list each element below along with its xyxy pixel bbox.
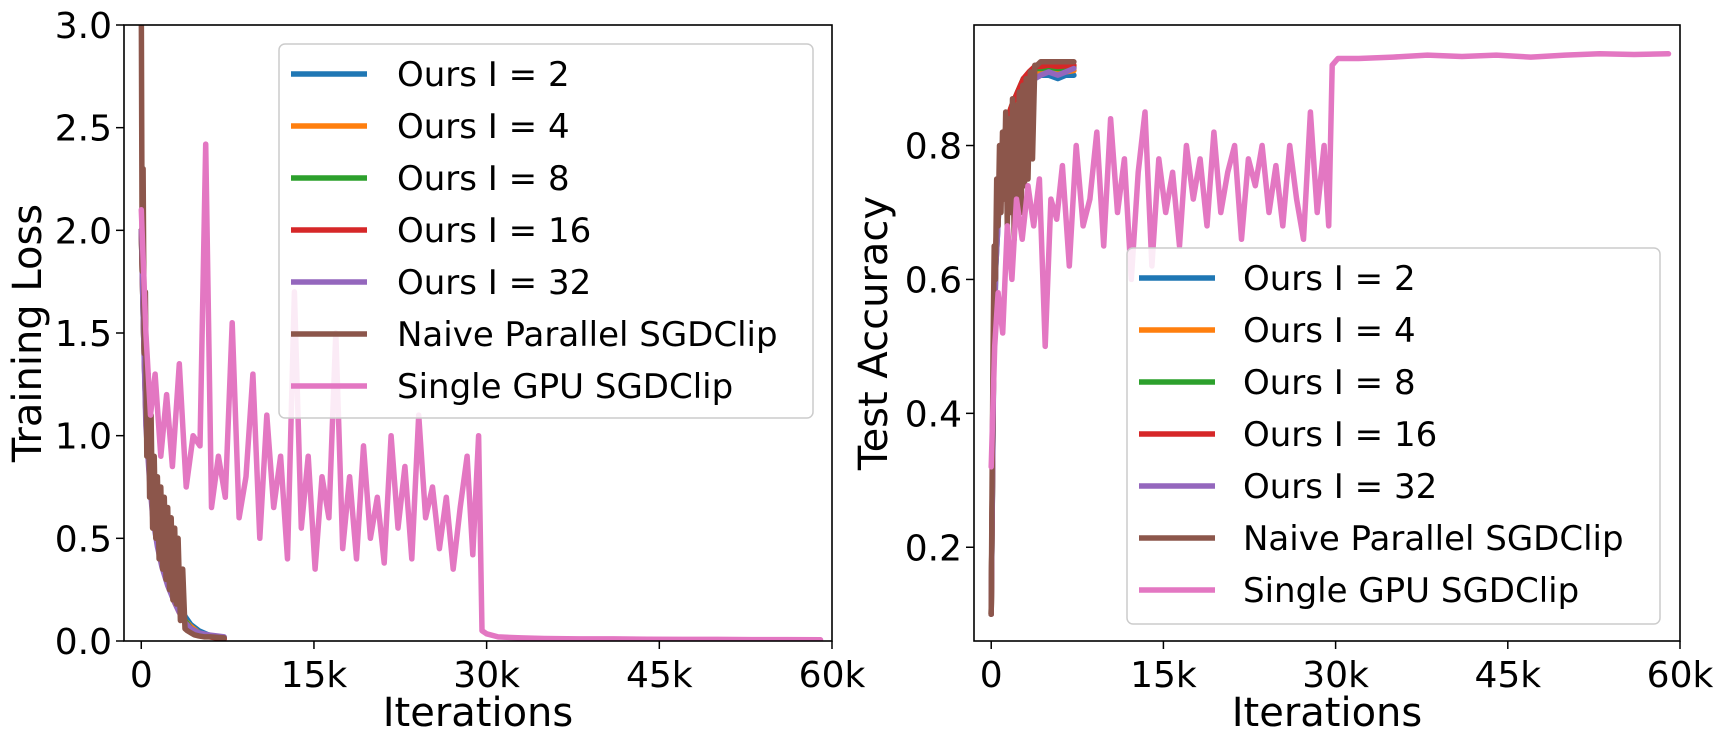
legend-label-ours-i-16: Ours I = 16 (397, 211, 591, 251)
series-line-naive-parallel-sgdclip (138, 25, 227, 641)
legend-label-naive-parallel-sgdclip: Naive Parallel SGDClip (397, 315, 778, 355)
legend-label-ours-i-2: Ours I = 2 (1243, 259, 1416, 299)
y-tick-label: 2.5 (55, 109, 112, 150)
legend-box (1126, 247, 1661, 625)
legend-label-ours-i-8: Ours I = 8 (397, 159, 570, 199)
legend-label-ours-i-4: Ours I = 4 (397, 107, 570, 147)
legend-label-single-gpu-sgdclip: Single GPU SGDClip (397, 367, 733, 407)
y-tick-label: 0.6 (905, 260, 962, 301)
y-tick-label: 2.0 (55, 211, 112, 252)
series-line-naive-parallel-sgdclip (988, 59, 1077, 617)
series-group (138, 25, 824, 641)
y-axis-label: Test Accuracy (851, 196, 897, 471)
legend-label-ours-i-32: Ours I = 32 (397, 263, 591, 303)
x-tick-label: 60k (1647, 655, 1714, 696)
x-tick-label: 15k (1130, 655, 1197, 696)
chart-panel-2: 0 15k 30k 45k 60k 0.2 0.4 0.6 0.8 Iterations Test … (851, 24, 1714, 736)
series-line-single-gpu-sgdclip (138, 141, 824, 641)
x-tick-label: 60k (799, 655, 866, 696)
y-tick-label: 0.8 (905, 127, 962, 168)
x-tick-label: 30k (1302, 655, 1369, 696)
y-tick-label: 3.0 (55, 6, 112, 47)
legend: Ours I = 2 Ours I = 4 Ours I = 8 Ours I = 1… (1126, 247, 1661, 625)
x-tick-label: 15k (281, 655, 348, 696)
legend: Ours I = 2 Ours I = 4 Ours I = 8 Ours I = 1… (278, 43, 814, 419)
x-tick-label: 45k (1474, 655, 1541, 696)
chart-panel-1: 0 15k 30k 45k 60k 0.0 0.5 1.0 1.5 2.0 2.5 3.0 Iterat… (5, 6, 866, 736)
series-group (988, 51, 1672, 617)
y-tick-label: 0.4 (905, 394, 962, 435)
legend-label-ours-i-2: Ours I = 2 (397, 55, 570, 95)
legend-box (278, 43, 814, 419)
legend-label-ours-i-32: Ours I = 32 (1243, 467, 1437, 507)
legend-label-ours-i-8: Ours I = 8 (1243, 363, 1416, 403)
y-tick-label: 0.0 (55, 622, 112, 663)
y-tick-label: 0.5 (55, 519, 112, 560)
x-tick-label: 0 (130, 655, 153, 696)
x-tick-label: 45k (626, 655, 693, 696)
plot-frame (973, 24, 1681, 642)
x-tick-label: 30k (453, 655, 520, 696)
series-line-single-gpu-sgdclip (988, 51, 1672, 470)
x-tick-label: 0 (980, 655, 1003, 696)
y-axis-label: Training Loss (5, 204, 51, 463)
y-tick-label: 0.2 (905, 528, 962, 569)
y-tick-label: 1.0 (55, 417, 112, 458)
legend-label-ours-i-16: Ours I = 16 (1243, 415, 1437, 455)
x-axis-label: Iterations (1232, 690, 1423, 736)
y-tick-label: 1.5 (55, 314, 112, 355)
legend-label-naive-parallel-sgdclip: Naive Parallel SGDClip (1243, 519, 1624, 559)
legend-label-single-gpu-sgdclip: Single GPU SGDClip (1243, 571, 1579, 611)
legend-label-ours-i-4: Ours I = 4 (1243, 311, 1416, 351)
x-axis-label: Iterations (383, 690, 574, 736)
